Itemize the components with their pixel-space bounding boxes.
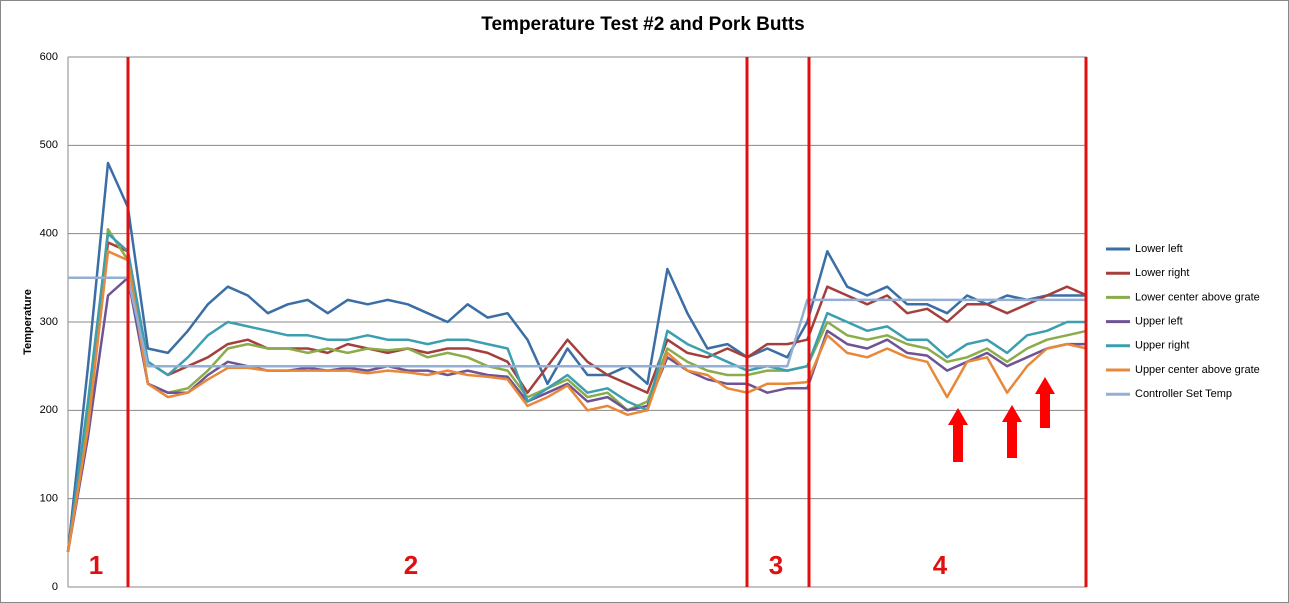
legend-label: Controller Set Temp: [1135, 388, 1232, 400]
region-label: 4: [933, 550, 948, 580]
legend-label: Upper left: [1135, 316, 1183, 328]
y-tick-label: 0: [52, 581, 58, 593]
series-line: [66, 276, 1087, 552]
legend-label: Lower center above grate: [1135, 291, 1260, 303]
y-tick-label: 600: [40, 51, 58, 63]
series-line: [66, 241, 1088, 552]
y-axis-label: Temperature: [22, 289, 34, 355]
region-label: 2: [404, 550, 418, 580]
arrow: [1035, 377, 1055, 428]
region-label: 1: [89, 550, 103, 580]
series-line: [66, 250, 1088, 552]
legend-label: Lower left: [1135, 243, 1183, 255]
region-label: 3: [769, 550, 783, 580]
y-tick-label: 100: [40, 493, 58, 505]
series-line: [68, 276, 1087, 368]
series-line: [66, 161, 1087, 552]
y-tick-label: 300: [40, 316, 58, 328]
y-tick-label: 400: [40, 228, 58, 240]
series-line: [66, 232, 1087, 552]
legend-label: Upper right: [1135, 340, 1189, 352]
y-tick-label: 200: [40, 404, 58, 416]
chart-title: Temperature Test #2 and Pork Butts: [481, 14, 804, 35]
series-line: [66, 228, 1088, 552]
arrow: [948, 408, 968, 462]
legend-label: Lower right: [1135, 267, 1189, 279]
legend-label: Upper center above grate: [1135, 364, 1260, 376]
plot-area: 0 100 200 300 400 500 600: [40, 51, 1088, 593]
arrow: [1002, 405, 1022, 458]
annotation-arrows: [948, 377, 1055, 462]
y-tick-label: 500: [40, 139, 58, 151]
